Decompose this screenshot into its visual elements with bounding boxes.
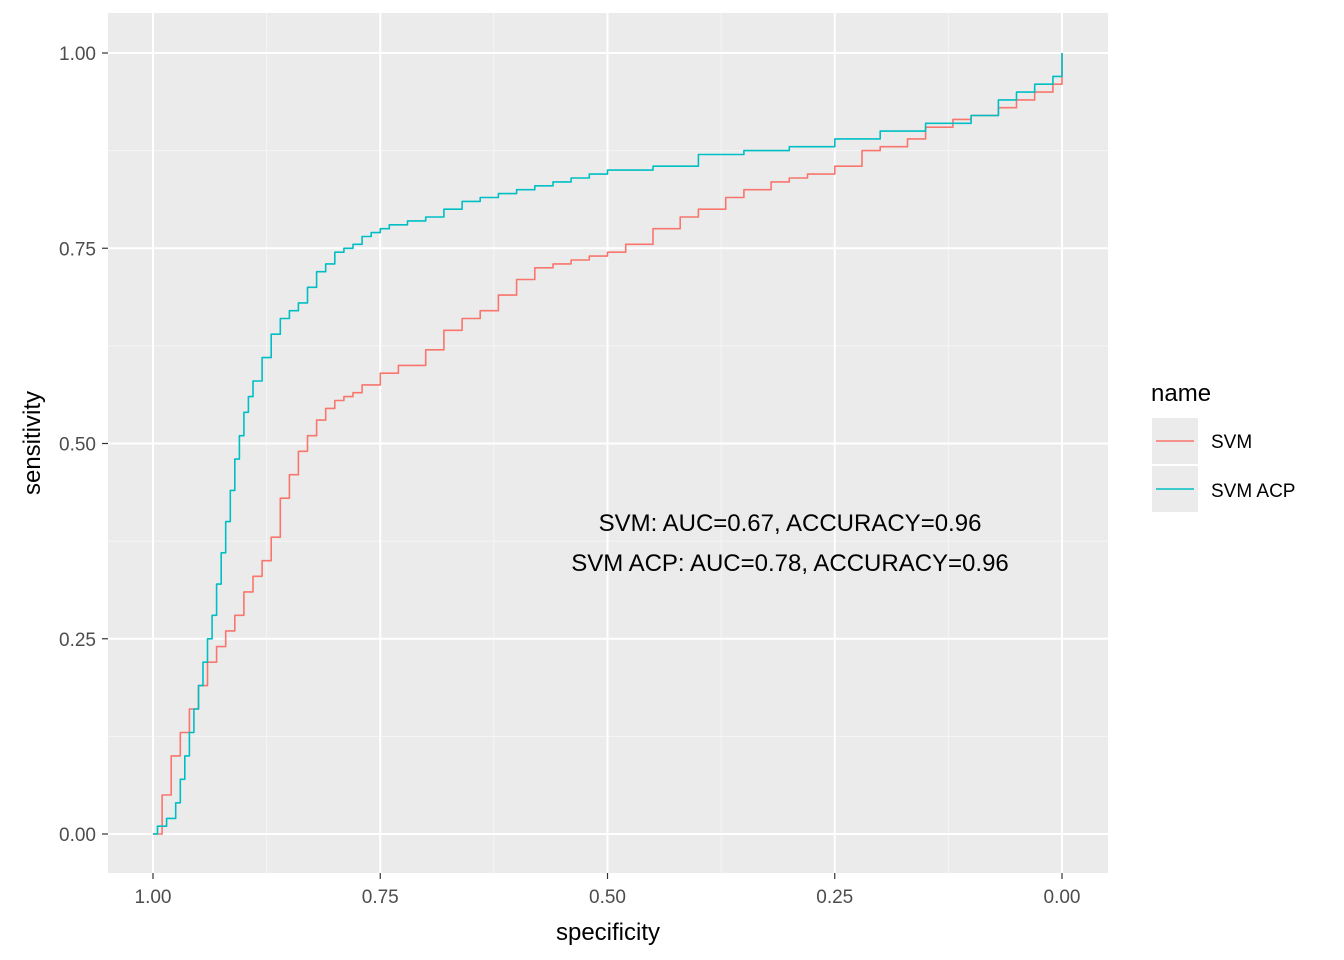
major-grid: [108, 13, 1108, 873]
y-tick-label: 1.00: [59, 44, 96, 65]
legend-label-svm: SVM: [1211, 432, 1252, 453]
annotation-svm-acp: SVM ACP: AUC=0.78, ACCURACY=0.96: [571, 550, 1009, 577]
x-tick-label: 0.00: [1044, 887, 1081, 908]
y-tick-label: 0.25: [59, 630, 96, 651]
x-tick-label: 0.25: [816, 887, 853, 908]
x-tick-label: 0.50: [589, 887, 626, 908]
legend-title: name: [1151, 380, 1211, 407]
y-tick-label: 0.75: [59, 239, 96, 260]
y-axis: 0.00 0.25 0.50 0.75 1.00: [59, 44, 108, 846]
series-line-svm: [153, 53, 1063, 835]
legend: name SVM SVM ACP: [1151, 380, 1295, 512]
x-tick-label: 0.75: [362, 887, 399, 908]
y-tick-label: 0.00: [59, 825, 96, 846]
y-axis-title: sensitivity: [19, 391, 46, 495]
y-tick-label: 0.50: [59, 435, 96, 456]
x-tick-label: 1.00: [135, 887, 172, 908]
x-axis: 1.00 0.75 0.50 0.25 0.00: [135, 873, 1081, 908]
x-axis-title: specificity: [556, 919, 660, 946]
series-layer: [153, 53, 1063, 835]
legend-label-svm-acp: SVM ACP: [1211, 481, 1295, 502]
annotation-svm: SVM: AUC=0.67, ACCURACY=0.96: [599, 510, 982, 537]
series-line-svm-acp: [153, 53, 1063, 835]
